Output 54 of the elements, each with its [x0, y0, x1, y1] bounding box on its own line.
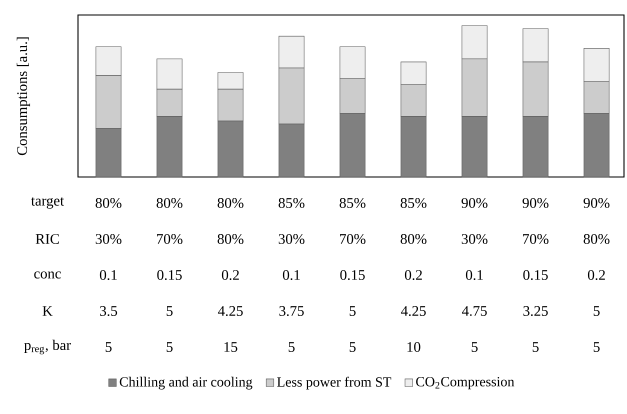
text: 70% [340, 234, 366, 244]
text: 4.25 [218, 306, 243, 316]
text: 5 [350, 306, 356, 316]
text: 3.75 [279, 306, 304, 316]
text: 5 [106, 342, 112, 352]
legend-label: CO$_{2}$Compression [416, 377, 514, 390]
text: 0.15 [523, 270, 548, 280]
text: 3.5 [100, 306, 118, 316]
legend-label: Chilling and air cooling [120, 376, 252, 390]
text: 5 [166, 306, 173, 316]
text: 80% [584, 234, 610, 244]
text: 90% [522, 198, 548, 208]
text: 70% [523, 234, 548, 244]
text: 0.2 [588, 270, 605, 280]
text: 5 [472, 342, 478, 352]
text: 85% [400, 198, 426, 208]
text: 3.25 [523, 306, 548, 316]
text: 85% [278, 198, 304, 208]
text: 10 [407, 342, 420, 352]
text: 30% [96, 234, 122, 244]
text: 30% [278, 234, 304, 244]
text: K [42, 306, 53, 316]
text: 80% [96, 198, 122, 208]
text: 5 [166, 342, 173, 352]
text: target [31, 197, 64, 209]
text: 5 [350, 342, 356, 352]
text: 5 [532, 342, 539, 352]
text: 15 [224, 342, 238, 352]
text: 90% [462, 198, 488, 208]
legend-label: Less power from ST [277, 376, 392, 390]
text: 0.1 [282, 270, 300, 280]
text: 30% [462, 234, 488, 244]
text: 4.25 [400, 306, 426, 316]
text: 0.2 [404, 270, 422, 280]
text: 5 [594, 342, 600, 352]
text: 0.15 [340, 270, 365, 280]
text: 0.1 [100, 270, 117, 280]
text: 4.75 [462, 306, 487, 316]
text: RIC [36, 234, 59, 244]
text: 5 [288, 342, 295, 352]
text: 80% [218, 234, 244, 244]
text: 0.15 [157, 270, 182, 280]
text: conc [34, 271, 61, 279]
text: 80% [218, 198, 244, 208]
text: 70% [157, 234, 182, 244]
text: 0.2 [222, 270, 239, 280]
text: p$_{reg}$, bar [24, 340, 71, 354]
text: 90% [584, 198, 610, 208]
text: 80% [156, 198, 182, 208]
text: 85% [340, 198, 366, 208]
text: 0.1 [466, 270, 483, 280]
text: 80% [400, 234, 426, 244]
text: 5 [594, 306, 600, 316]
y-axis-title: Consumptions [a.u.] [16, 37, 30, 156]
